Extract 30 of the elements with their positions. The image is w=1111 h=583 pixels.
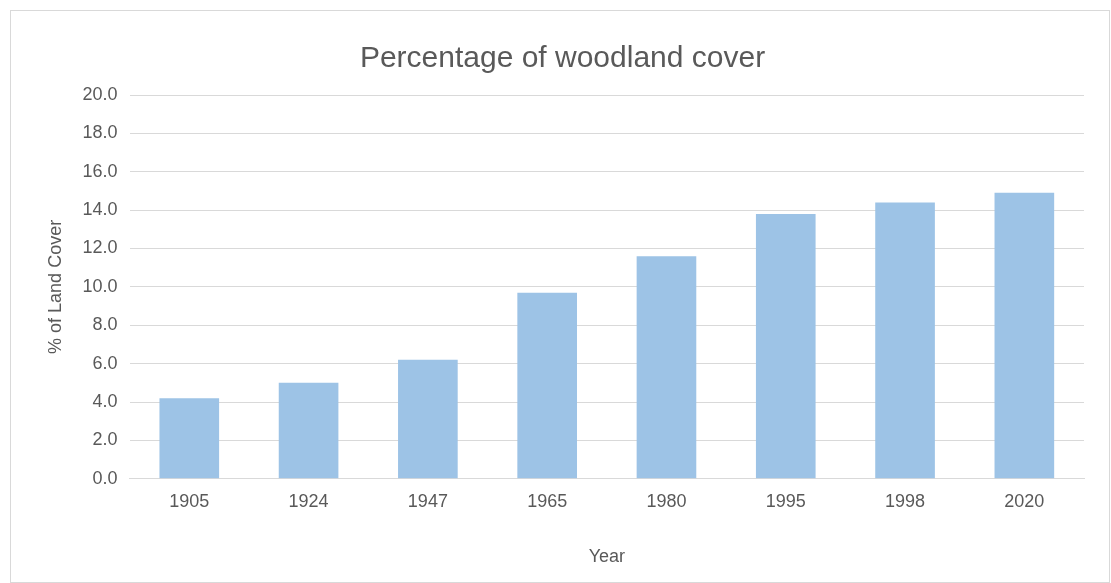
bar — [278, 382, 339, 479]
y-tick-label: 6.0 — [92, 352, 118, 373]
y-tick-label: 8.0 — [92, 314, 118, 335]
x-tick-label: 1995 — [765, 490, 806, 511]
bar — [398, 359, 458, 479]
x-tick-label: 2020 — [1004, 490, 1045, 511]
y-tick-label: 16.0 — [82, 160, 118, 181]
y-tick-label: 14.0 — [82, 199, 118, 220]
x-tick-label: 1924 — [288, 490, 329, 511]
y-axis-title: % of Land Cover — [44, 219, 65, 354]
y-tick-label: 20.0 — [82, 83, 118, 104]
y-tick-label: 10.0 — [82, 275, 118, 296]
bar — [159, 398, 220, 479]
x-axis-title: Year — [588, 546, 625, 567]
x-tick-label: 1947 — [407, 490, 448, 511]
bar — [517, 292, 577, 479]
y-tick-label: 12.0 — [82, 237, 118, 258]
y-tick-label: 0.0 — [92, 467, 118, 488]
bar — [994, 192, 1055, 479]
x-tick-label: 1998 — [885, 490, 926, 511]
y-tick-label: 18.0 — [82, 122, 118, 143]
bar — [755, 213, 816, 479]
chart-title: Percentage of woodland cover — [359, 40, 766, 74]
x-tick-label: 1980 — [646, 490, 687, 511]
bar — [636, 256, 697, 479]
y-tick-label: 2.0 — [92, 429, 118, 450]
bar — [875, 202, 935, 479]
y-tick-label: 4.0 — [92, 391, 118, 412]
x-tick-label: 1905 — [169, 490, 210, 511]
x-tick-label: 1965 — [527, 490, 568, 511]
